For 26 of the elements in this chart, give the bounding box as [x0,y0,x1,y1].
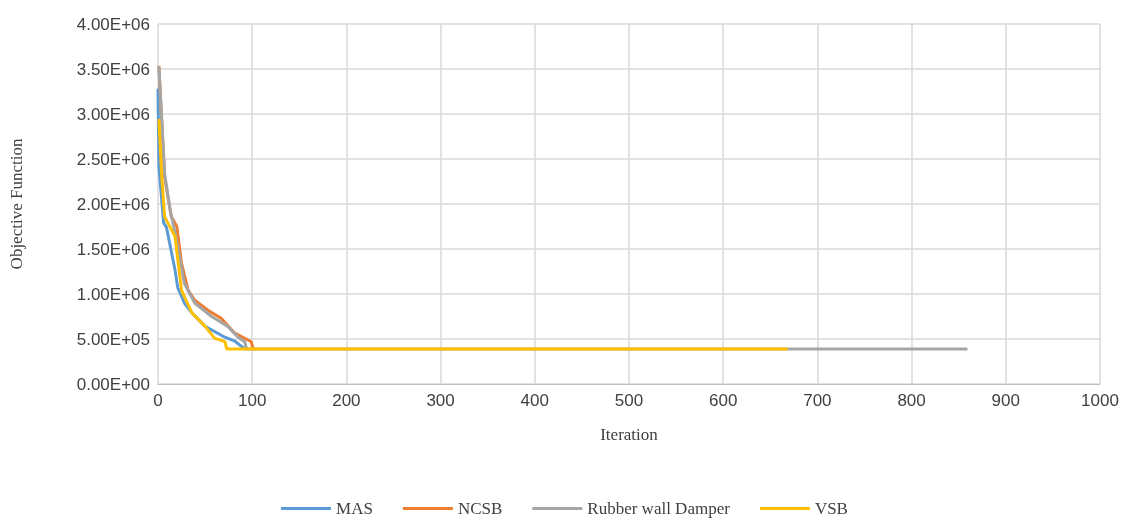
x-tick-label: 400 [520,391,549,410]
x-tick-label: 900 [991,391,1020,410]
x-tick-label: 100 [238,391,267,410]
y-tick-label: 3.50E+06 [76,59,150,79]
y-tick-label: 1.00E+06 [76,284,150,304]
legend-label: MAS [336,499,373,518]
x-tick-label: 700 [803,391,832,410]
legend-label: Rubber wall Damper [587,499,731,518]
y-tick-label: 3.00E+06 [76,104,150,124]
legend-label: VSB [814,499,848,518]
y-tick-label: 0.00E+00 [76,374,150,394]
x-tick-label: 1000 [1081,391,1119,410]
x-axis-title: Iteration [600,425,659,444]
x-tick-label: 800 [897,391,926,410]
y-tick-label: 2.50E+06 [76,149,150,169]
x-tick-label: 300 [426,391,455,410]
x-tick-label: 200 [332,391,361,410]
y-tick-label: 2.00E+06 [76,194,150,214]
x-tick-label: 500 [614,391,644,410]
x-tick-label: 0 [153,391,163,410]
y-axis-title: Objective Function [7,138,26,270]
y-tick-label: 4.00E+06 [76,14,150,34]
legend-label: NCSB [457,499,503,518]
x-tick-label: 600 [709,391,738,410]
y-tick-label: 5.00E+05 [76,329,150,349]
y-tick-label: 1.50E+06 [76,239,150,259]
